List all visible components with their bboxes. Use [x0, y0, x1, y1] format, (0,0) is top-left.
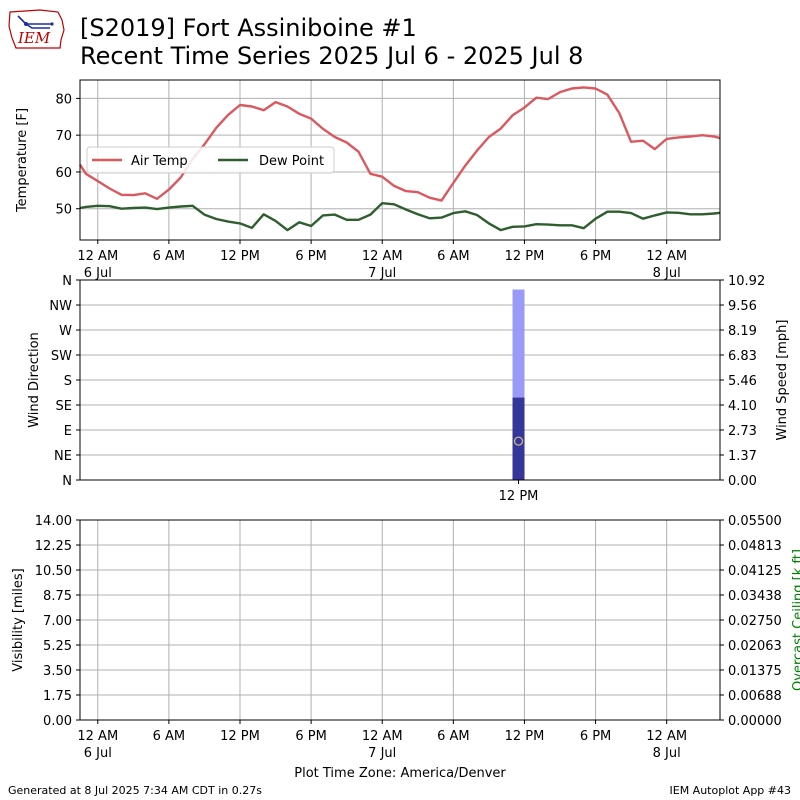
ceiling-tick-label-1: 0.00688 [728, 689, 782, 704]
temp-xtick-label-3: 6 PM [295, 249, 326, 264]
temp-xtick-date-0: 6 Jul [84, 266, 112, 281]
ceiling-tick-label-0: 0.00000 [728, 714, 782, 729]
vis-ytick-label-1: 1.75 [43, 689, 72, 704]
temp-plot-frame [79, 79, 721, 241]
temp-ylabel: Temperature [F] [15, 108, 30, 213]
wind-direction-marker [513, 436, 524, 446]
temp-ytick-label-3: 80 [55, 92, 72, 107]
vis-xtick-label-1: 6 AM [153, 729, 186, 744]
app-note: IEM Autoplot App #43 [669, 784, 792, 797]
vis-xtick-date-8: 8 Jul [653, 746, 681, 761]
vis-xtick-label-2: 12 PM [220, 729, 260, 744]
wind-ylabel-left: Wind Direction [27, 332, 42, 428]
temp-ytick-label-0: 50 [55, 203, 72, 218]
vis-xtick-label-4: 12 AM [362, 729, 403, 744]
temp-xtick-label-4: 12 AM [362, 249, 403, 264]
vis-xtick-label-5: 6 AM [437, 729, 470, 744]
vis-ylabel-left: Visibility [miles] [11, 568, 26, 671]
vis-ytick-label-8: 14.00 [35, 514, 72, 529]
wind-plot-frame [79, 279, 721, 481]
wind-dir-tick-label-7: NW [49, 299, 72, 314]
vis-ytick-label-6: 10.50 [35, 564, 72, 579]
wind-speed-tick-label-4: 5.46 [728, 374, 757, 389]
ceiling-tick-label-5: 0.03438 [728, 589, 782, 604]
wind-dir-tick-label-1: NE [54, 449, 72, 464]
temp-ytick-label-1: 60 [55, 166, 72, 181]
legend-label-air-temp: Air Temp [131, 154, 188, 169]
ceiling-tick-label-6: 0.04125 [728, 564, 782, 579]
wind-dir-tick-label-4: S [64, 374, 72, 389]
wind-speed-tick-label-5: 6.83 [728, 349, 757, 364]
chart-title-line2: Recent Time Series 2025 Jul 6 - 2025 Jul… [80, 42, 584, 70]
wind-speed-tick-label-6: 8.19 [728, 324, 757, 339]
wind-speed-tick-label-7: 9.56 [728, 299, 757, 314]
wind-dir-tick-label-6: W [59, 324, 72, 339]
wind-xtick-label-0: 12 PM [499, 489, 539, 504]
wind-dir-tick-label-8: N [62, 274, 72, 289]
wind-dir-tick-label-0: N [62, 474, 72, 489]
wind-speed-tick-label-1: 1.37 [728, 449, 757, 464]
svg-text:IEM: IEM [17, 29, 51, 47]
wind-speed-tick-label-3: 4.10 [728, 399, 757, 414]
x-axis-label: Plot Time Zone: America/Denver [294, 766, 506, 781]
temp-xtick-label-7: 6 PM [580, 249, 611, 264]
vis-xtick-label-8: 12 AM [646, 729, 687, 744]
vis-ytick-label-7: 12.25 [35, 539, 72, 554]
vis-ytick-label-3: 5.25 [43, 639, 72, 654]
series-line-dew-point [79, 201, 721, 232]
temp-xtick-label-0: 12 AM [77, 249, 118, 264]
wind-speed-tick-label-2: 2.73 [728, 424, 757, 439]
vis-ytick-label-2: 3.50 [43, 664, 72, 679]
ceiling-tick-label-7: 0.04813 [728, 539, 782, 554]
vis-xtick-date-4: 7 Jul [368, 746, 396, 761]
chart-title-line1: [S2019] Fort Assiniboine #1 [80, 14, 417, 42]
temp-ytick-label-2: 70 [55, 129, 72, 144]
vis-ytick-label-0: 0.00 [43, 714, 72, 729]
wind-speed-bar [512, 397, 525, 480]
vis-xtick-label-3: 6 PM [295, 729, 326, 744]
ceiling-tick-label-3: 0.02063 [728, 639, 782, 654]
wind-dir-tick-label-3: SE [56, 399, 72, 414]
wind-dir-tick-label-2: E [64, 424, 72, 439]
temp-xtick-label-5: 6 AM [437, 249, 470, 264]
legend-label-dew-point: Dew Point [259, 154, 324, 169]
ceiling-tick-label-8: 0.05500 [728, 514, 782, 529]
temp-xtick-label-2: 12 PM [220, 249, 260, 264]
wind-speed-tick-label-8: 10.92 [728, 274, 765, 289]
wind-dir-tick-label-5: SW [51, 349, 72, 364]
vis-ytick-label-4: 7.00 [43, 614, 72, 629]
vis-ytick-label-5: 8.75 [43, 589, 72, 604]
vis-xtick-label-6: 12 PM [505, 729, 545, 744]
ceiling-tick-label-2: 0.01375 [728, 664, 782, 679]
temp-xtick-label-1: 6 AM [153, 249, 186, 264]
ceiling-ylabel-right: Overcast Ceiling [k ft] [791, 549, 800, 691]
vis-plot-frame [79, 519, 721, 721]
iem-logo: IEM [6, 6, 68, 54]
wind-speed-tick-label-0: 0.00 [728, 474, 757, 489]
temp-xtick-label-6: 12 PM [505, 249, 545, 264]
wind-ylabel-right: Wind Speed [mph] [775, 320, 790, 441]
ceiling-tick-label-4: 0.02750 [728, 614, 782, 629]
temp-xtick-date-4: 7 Jul [368, 266, 396, 281]
generated-note: Generated at 8 Jul 2025 7:34 AM CDT in 0… [8, 784, 262, 797]
temp-xtick-label-8: 12 AM [646, 249, 687, 264]
legend-box [86, 146, 335, 174]
vis-xtick-label-7: 6 PM [580, 729, 611, 744]
vis-xtick-label-0: 12 AM [77, 729, 118, 744]
series-line-air-temp [78, 86, 721, 202]
vis-xtick-date-0: 6 Jul [84, 746, 112, 761]
temp-xtick-date-8: 8 Jul [653, 266, 681, 281]
